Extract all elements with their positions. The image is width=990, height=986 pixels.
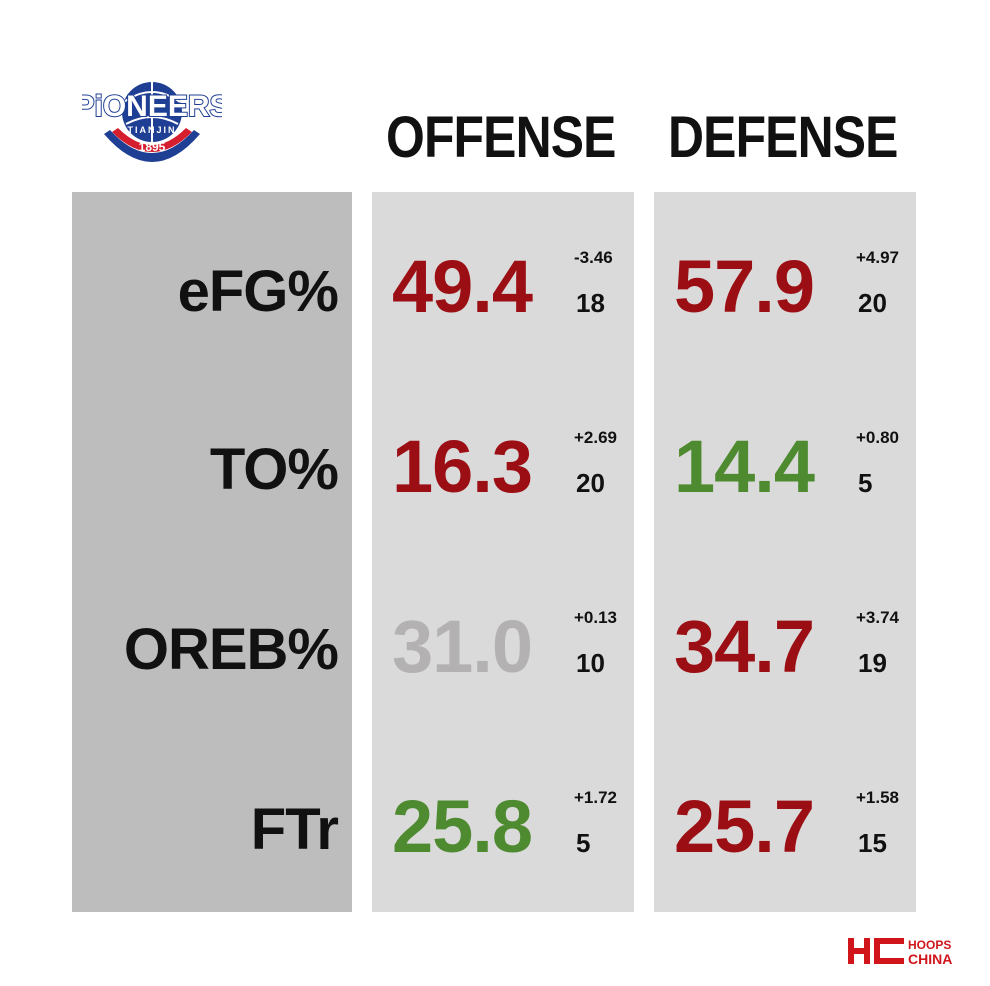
hoops-china-logo-icon: HOOPS CHINA bbox=[848, 938, 952, 966]
defense-efg-value: 57.9 bbox=[674, 245, 815, 328]
offense-ftr-value: 25.8 bbox=[392, 785, 533, 868]
offense-to-value: 16.3 bbox=[392, 425, 533, 508]
defense-to-delta: +0.80 bbox=[856, 428, 900, 447]
offense-efg-delta: -3.46 bbox=[574, 248, 613, 267]
defense-to-rank: 5 bbox=[858, 468, 873, 498]
defense-to-value: 14.4 bbox=[674, 425, 815, 508]
defense-ftr-rank: 15 bbox=[858, 828, 887, 858]
svg-text:TIANJIN: TIANJIN bbox=[127, 125, 176, 135]
row-label-ftr: FTr bbox=[250, 797, 339, 862]
defense-oreb-value: 34.7 bbox=[674, 605, 815, 688]
defense-ftr-value: 25.7 bbox=[674, 785, 815, 868]
offense-header: OFFENSE bbox=[386, 105, 616, 170]
defense-column: 57.9 +4.97 20 14.4 +0.80 5 34.7 +3.74 19… bbox=[654, 192, 916, 912]
offense-column: 49.4 -3.46 18 16.3 +2.69 20 31.0 +0.13 1… bbox=[372, 192, 634, 912]
offense-oreb-delta: +0.13 bbox=[574, 608, 618, 627]
defense-header: DEFENSE bbox=[668, 105, 898, 170]
offense-efg-rank: 18 bbox=[576, 288, 605, 318]
offense-to-delta: +2.69 bbox=[574, 428, 618, 447]
offense-ftr-rank: 5 bbox=[576, 828, 591, 858]
svg-text:CHINA: CHINA bbox=[908, 951, 952, 966]
defense-oreb-delta: +3.74 bbox=[856, 608, 900, 627]
row-label-to: TO% bbox=[209, 437, 339, 502]
svg-text:1895: 1895 bbox=[139, 140, 166, 154]
stat-label-column: eFG% TO% OREB% FTr bbox=[72, 192, 352, 912]
defense-efg-delta: +4.97 bbox=[856, 248, 900, 267]
offense-to-rank: 20 bbox=[576, 468, 605, 498]
offense-efg-value: 49.4 bbox=[392, 245, 533, 328]
pioneers-logo-icon: PiONEERS TIANJIN 1895 bbox=[82, 82, 222, 162]
svg-text:PiONEERS: PiONEERS bbox=[82, 90, 222, 123]
defense-oreb-rank: 19 bbox=[858, 648, 887, 678]
offense-oreb-value: 31.0 bbox=[392, 605, 533, 688]
defense-ftr-delta: +1.58 bbox=[856, 788, 900, 807]
row-label-oreb: OREB% bbox=[123, 617, 339, 682]
defense-efg-rank: 20 bbox=[858, 288, 887, 318]
offense-oreb-rank: 10 bbox=[576, 648, 605, 678]
offense-ftr-delta: +1.72 bbox=[574, 788, 618, 807]
row-label-efg: eFG% bbox=[177, 259, 339, 324]
svg-text:HOOPS: HOOPS bbox=[908, 938, 951, 952]
